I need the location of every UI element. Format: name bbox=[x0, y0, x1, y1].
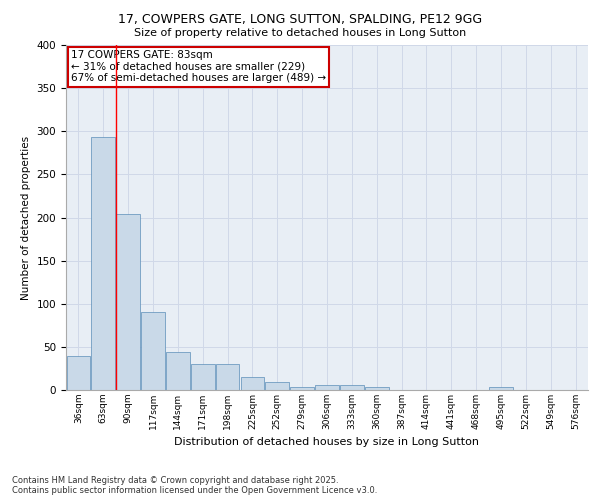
Bar bbox=[166, 352, 190, 390]
Bar bbox=[365, 386, 389, 390]
Bar bbox=[340, 385, 364, 390]
X-axis label: Distribution of detached houses by size in Long Sutton: Distribution of detached houses by size … bbox=[175, 438, 479, 448]
Bar bbox=[191, 364, 215, 390]
Bar bbox=[67, 356, 90, 390]
Text: 17, COWPERS GATE, LONG SUTTON, SPALDING, PE12 9GG: 17, COWPERS GATE, LONG SUTTON, SPALDING,… bbox=[118, 12, 482, 26]
Bar bbox=[315, 385, 339, 390]
Text: Size of property relative to detached houses in Long Sutton: Size of property relative to detached ho… bbox=[134, 28, 466, 38]
Text: 17 COWPERS GATE: 83sqm
← 31% of detached houses are smaller (229)
67% of semi-de: 17 COWPERS GATE: 83sqm ← 31% of detached… bbox=[71, 50, 326, 84]
Y-axis label: Number of detached properties: Number of detached properties bbox=[21, 136, 31, 300]
Text: Contains HM Land Registry data © Crown copyright and database right 2025.
Contai: Contains HM Land Registry data © Crown c… bbox=[12, 476, 377, 495]
Bar bbox=[290, 386, 314, 390]
Bar bbox=[241, 377, 264, 390]
Bar bbox=[489, 386, 513, 390]
Bar bbox=[91, 138, 115, 390]
Bar bbox=[265, 382, 289, 390]
Bar bbox=[116, 214, 140, 390]
Bar bbox=[141, 312, 165, 390]
Bar bbox=[216, 364, 239, 390]
